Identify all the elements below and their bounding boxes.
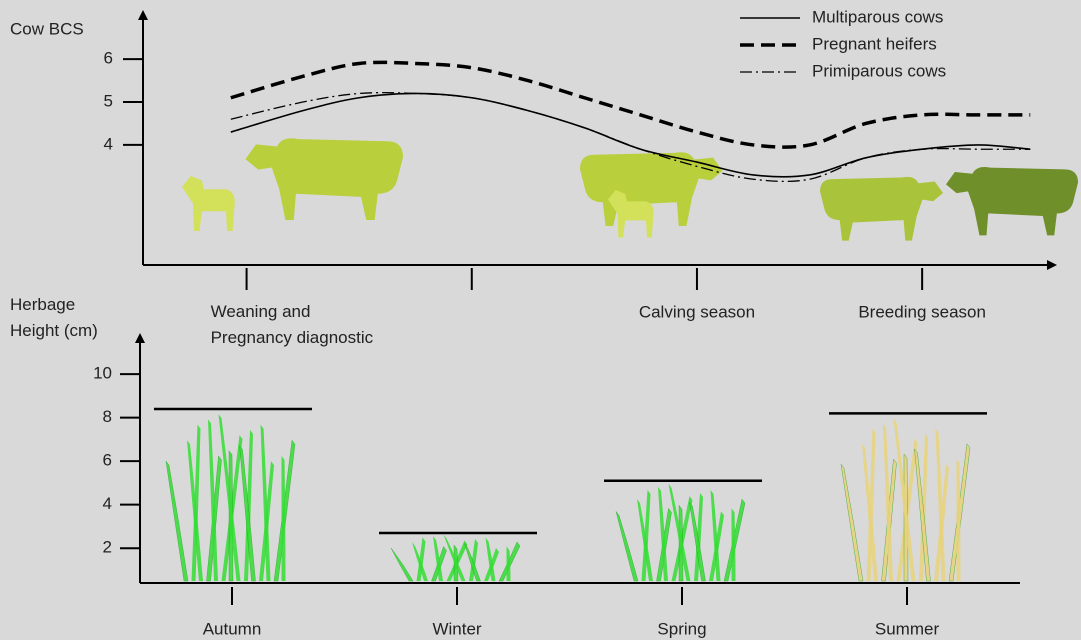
grass-blade: [187, 440, 203, 581]
y-axis-label: Cow BCS: [10, 19, 84, 38]
grass-blade: [866, 428, 876, 581]
grass-blade: [464, 543, 481, 582]
cow-icon: [820, 176, 943, 241]
y-tick-label: 6: [103, 451, 112, 470]
grass-blade: [862, 443, 878, 581]
y-tick-label: 4: [103, 494, 112, 513]
calf-icon: [608, 190, 654, 238]
y-tick-label: 4: [104, 134, 113, 153]
grass-blade: [883, 423, 893, 581]
axis-arrow: [135, 333, 145, 343]
cow-icon: [245, 138, 403, 220]
grass-blade: [658, 486, 668, 581]
y-tick-label: 5: [104, 92, 113, 111]
grass-blade: [914, 448, 931, 582]
grass-blade: [412, 541, 428, 581]
y-axis-label: Herbage Height (cm): [10, 295, 98, 340]
cow-body: [946, 167, 1078, 236]
x-tick-label: Summer: [875, 619, 940, 638]
x-tick-label: Autumn: [203, 619, 262, 638]
series-line: [230, 92, 1031, 183]
x-tick-label: Spring: [657, 619, 706, 638]
legend-label: Primiparous cows: [812, 61, 946, 80]
grass-blade: [668, 483, 691, 581]
axis-arrow: [1047, 260, 1057, 270]
grass-blade: [469, 538, 478, 581]
grass-blade: [840, 464, 864, 582]
cow-body: [245, 138, 403, 220]
grass-blade: [637, 499, 653, 581]
grass-blade: [260, 424, 271, 581]
grass-blade: [506, 546, 511, 581]
y-tick-label: 10: [93, 364, 112, 383]
grass-blade: [443, 534, 466, 581]
x-tick-label: Breeding season: [858, 302, 986, 321]
legend-label: Pregnant heifers: [812, 34, 937, 53]
grass-blade: [218, 414, 241, 581]
grass-blade: [191, 424, 201, 581]
x-tick-label: Calving season: [639, 302, 755, 321]
grass-blade: [689, 502, 706, 582]
axis-arrow: [138, 10, 148, 20]
grass-blade: [893, 418, 916, 581]
legend-label: Multiparous cows: [812, 7, 943, 26]
grass-blade: [208, 419, 218, 581]
grass-blade: [935, 428, 946, 581]
grass-blade: [165, 461, 189, 582]
grass-blade: [956, 459, 961, 581]
y-tick-label: 6: [104, 49, 113, 68]
grass-blade: [710, 489, 721, 581]
grass-blade: [433, 535, 443, 581]
grass-blade: [239, 444, 256, 582]
grass-blade: [416, 537, 426, 581]
cow-body: [820, 176, 943, 241]
series-line: [230, 60, 1031, 149]
calf-icon: [182, 176, 235, 231]
grass-blade: [615, 511, 639, 582]
grass-blade: [390, 547, 414, 582]
cow-icon: [946, 167, 1078, 236]
grass-blade: [731, 508, 736, 581]
grass-blade: [641, 489, 651, 581]
calf-body: [182, 176, 235, 231]
x-tick-label: Winter: [432, 619, 481, 638]
grass-blade: [281, 455, 286, 581]
x-tick-label: Weaning and Pregnancy diagnostic: [210, 302, 374, 347]
grass-blade: [694, 493, 703, 581]
grass-blade: [485, 537, 496, 581]
y-tick-label: 2: [103, 538, 112, 557]
y-tick-label: 8: [103, 407, 112, 426]
calf-body: [608, 190, 654, 238]
